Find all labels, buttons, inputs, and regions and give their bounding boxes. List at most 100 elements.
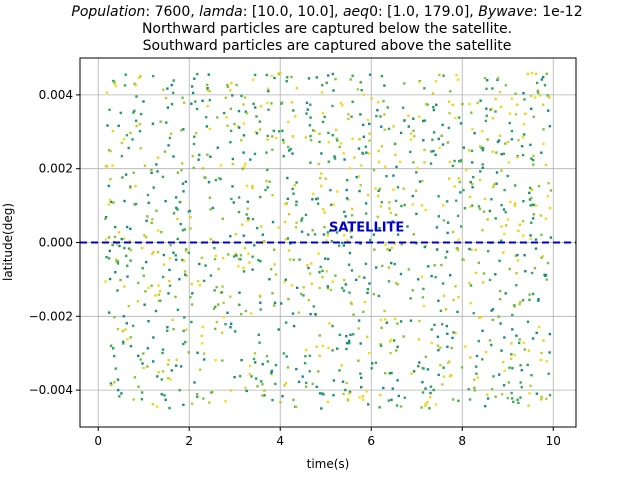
data-point <box>516 259 520 262</box>
data-point <box>377 101 380 104</box>
data-point <box>517 341 521 345</box>
data-point <box>138 123 142 126</box>
data-point <box>446 332 449 335</box>
data-point <box>494 97 497 101</box>
data-point <box>145 219 148 222</box>
data-point <box>226 124 229 127</box>
data-point <box>374 187 377 190</box>
data-point <box>367 152 371 155</box>
data-point <box>135 95 138 98</box>
data-point <box>473 386 476 389</box>
data-point <box>321 344 324 348</box>
data-point <box>390 261 393 265</box>
data-point <box>242 103 245 106</box>
data-point <box>116 378 120 381</box>
data-point <box>429 391 432 395</box>
data-point <box>316 197 320 200</box>
data-point <box>426 103 429 106</box>
data-point <box>496 140 500 143</box>
data-point <box>129 227 132 230</box>
data-point <box>180 169 183 172</box>
data-point <box>166 87 169 90</box>
data-point <box>141 246 144 250</box>
data-point <box>109 178 112 181</box>
data-point <box>343 158 346 161</box>
data-point <box>168 279 171 283</box>
data-point <box>318 354 321 357</box>
data-point <box>185 248 188 251</box>
data-point <box>269 268 273 271</box>
data-point <box>545 72 548 75</box>
data-point <box>319 176 322 180</box>
data-point <box>286 366 290 369</box>
data-point <box>386 248 389 251</box>
data-point <box>320 184 323 188</box>
data-point <box>144 290 147 293</box>
data-point <box>142 274 145 277</box>
data-point <box>335 137 338 141</box>
data-point <box>382 386 385 390</box>
data-point <box>251 217 255 221</box>
data-point <box>156 251 160 254</box>
data-point <box>389 211 392 214</box>
data-point <box>271 292 274 295</box>
data-point <box>202 352 206 355</box>
x-tick-label: 4 <box>276 434 284 448</box>
data-point <box>357 359 360 362</box>
data-point <box>448 160 452 164</box>
data-point <box>342 152 345 155</box>
data-point <box>432 149 435 153</box>
data-point <box>432 105 435 109</box>
data-point <box>191 292 194 295</box>
data-point <box>357 327 360 330</box>
data-point <box>318 132 321 136</box>
data-point <box>201 99 204 102</box>
data-point <box>360 89 363 92</box>
data-point <box>290 101 294 104</box>
data-point <box>499 322 502 325</box>
data-point <box>214 305 217 309</box>
data-point <box>469 205 472 208</box>
data-point <box>396 186 400 189</box>
data-point <box>462 258 465 261</box>
data-point <box>535 331 538 335</box>
data-point <box>308 354 312 357</box>
data-point <box>221 285 224 288</box>
data-point <box>139 75 142 78</box>
data-point <box>448 177 451 180</box>
data-point <box>549 189 553 192</box>
data-point <box>517 401 520 405</box>
data-point <box>357 175 361 178</box>
data-point <box>371 362 374 365</box>
data-point <box>291 312 295 315</box>
data-point <box>418 115 421 118</box>
particle-points <box>104 71 553 410</box>
data-point <box>286 237 290 240</box>
data-point <box>395 349 398 352</box>
data-point <box>157 299 161 302</box>
data-point <box>182 342 185 346</box>
data-point <box>456 248 460 252</box>
data-point <box>473 378 476 381</box>
data-point <box>139 147 142 150</box>
data-point <box>430 328 433 331</box>
data-point <box>342 278 346 282</box>
data-point <box>454 285 457 288</box>
data-point <box>238 303 241 306</box>
data-point <box>238 126 241 129</box>
data-point <box>109 149 112 153</box>
data-point <box>420 204 424 207</box>
satellite-label: SATELLITE <box>329 220 404 235</box>
data-point <box>477 339 480 343</box>
data-point <box>141 362 144 365</box>
data-point <box>300 219 303 222</box>
data-point <box>286 76 289 79</box>
data-point <box>394 213 398 217</box>
data-point <box>193 77 196 80</box>
data-point <box>112 201 115 204</box>
data-point <box>348 392 351 395</box>
data-point <box>379 393 382 397</box>
data-point <box>507 161 510 164</box>
data-point <box>396 345 399 348</box>
